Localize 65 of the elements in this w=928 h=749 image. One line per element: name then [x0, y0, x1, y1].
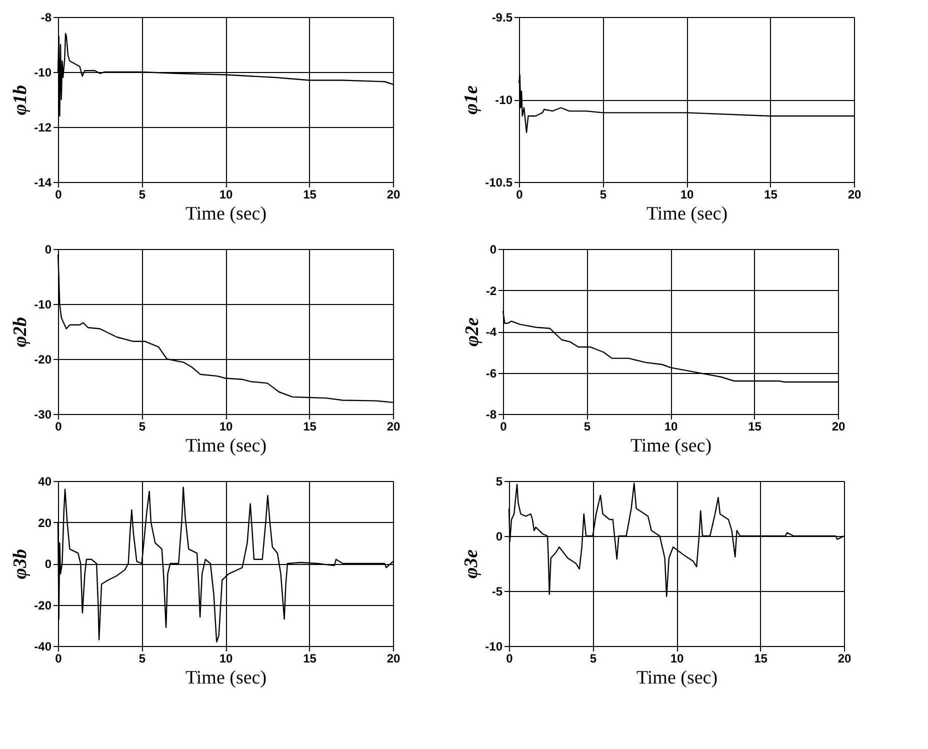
y-tick-label: 0 — [44, 557, 52, 571]
y-tick-label: -6 — [486, 366, 497, 380]
y-tick-label: -10 — [495, 93, 513, 107]
y-axis-title: φ1e — [461, 84, 482, 115]
y-tick-label: -20 — [34, 352, 52, 366]
x-tick-label: 10 — [664, 420, 678, 434]
x-axis-title: Time (sec) — [185, 204, 267, 224]
y-tick-label: -20 — [34, 598, 52, 612]
x-tick-label: 0 — [55, 652, 62, 666]
y-tick-label: 0 — [44, 242, 52, 256]
y-tick-label: 0 — [496, 530, 503, 544]
y-tick-label: -8 — [40, 10, 52, 24]
y-axis-title: φ2e — [462, 316, 483, 347]
x-tick-label: 0 — [55, 420, 62, 434]
x-tick-label: 20 — [386, 188, 400, 202]
x-tick-label: 5 — [138, 652, 146, 666]
x-tick-label: 20 — [848, 188, 862, 202]
x-tick-label: 15 — [748, 420, 762, 434]
y-axis-title: φ3e — [461, 548, 482, 579]
x-tick-label: 20 — [838, 652, 852, 666]
y-tick-label: -2 — [486, 284, 497, 298]
x-axis-title: Time (sec) — [646, 204, 728, 224]
x-tick-label: 10 — [219, 420, 233, 434]
y-tick-label: -14 — [34, 176, 52, 190]
y-tick-label: -40 — [34, 640, 52, 654]
y-tick-label: -12 — [34, 120, 52, 134]
y-axis-title: φ2b — [10, 316, 32, 348]
x-tick-label: 15 — [764, 188, 778, 202]
x-tick-label: 20 — [386, 420, 400, 434]
y-tick-label: -5 — [492, 584, 503, 598]
x-tick-label: 10 — [680, 188, 694, 202]
x-tick-label: 15 — [754, 652, 768, 666]
x-tick-label: 15 — [303, 188, 317, 202]
x-tick-label: 10 — [670, 652, 684, 666]
y-tick-label: 0 — [490, 242, 497, 256]
x-tick-label: 5 — [600, 188, 607, 202]
y-tick-label: -10 — [34, 66, 52, 80]
x-axis-title: Time (sec) — [185, 668, 267, 688]
x-tick-label: 5 — [590, 652, 597, 666]
y-tick-label: -10 — [34, 298, 52, 312]
x-tick-label: 10 — [219, 188, 233, 202]
x-axis-title: Time (sec) — [630, 436, 712, 456]
x-tick-label: 10 — [219, 652, 233, 666]
x-axis-title: Time (sec) — [636, 668, 718, 688]
x-tick-label: 5 — [138, 420, 146, 434]
y-tick-label: -9.5 — [492, 10, 513, 24]
x-tick-label: 0 — [516, 188, 524, 202]
x-axis-title: Time (sec) — [185, 436, 267, 456]
x-tick-label: 5 — [138, 188, 146, 202]
y-tick-label: 20 — [38, 516, 52, 530]
y-tick-label: -8 — [486, 408, 497, 422]
y-tick-label: -4 — [486, 325, 497, 339]
x-tick-label: 20 — [832, 420, 846, 434]
x-tick-label: 15 — [303, 420, 317, 434]
y-axis-title: φ1b — [10, 84, 32, 116]
x-tick-label: 5 — [584, 420, 591, 434]
x-tick-label: 15 — [303, 652, 317, 666]
x-tick-label: 20 — [386, 652, 400, 666]
y-tick-label: -30 — [34, 408, 52, 422]
y-tick-label: -10 — [485, 640, 503, 654]
y-axis-title: φ3b — [10, 548, 32, 580]
y-tick-label: 5 — [496, 474, 503, 488]
x-tick-label: 0 — [55, 188, 62, 202]
y-tick-label: 40 — [38, 474, 52, 488]
y-tick-label: -10.5 — [485, 176, 513, 190]
